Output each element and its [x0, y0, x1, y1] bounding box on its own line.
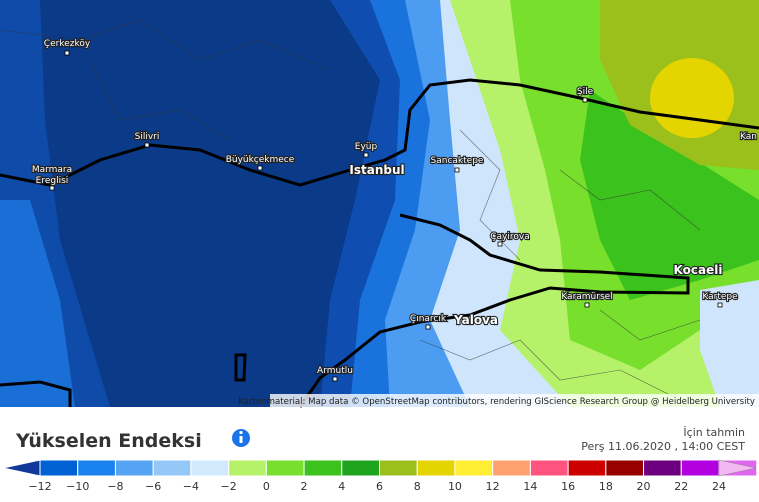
place-label: Yalova	[453, 313, 498, 327]
place-dot	[332, 376, 338, 382]
place-dot	[363, 152, 369, 158]
place-dot	[49, 185, 55, 191]
field	[700, 280, 759, 407]
place-dot	[497, 241, 503, 247]
colorbar-tick: 12	[486, 480, 500, 493]
place-label: Silivri	[135, 132, 160, 142]
colorbar-tick: 20	[637, 480, 651, 493]
colorbar-tick: 0	[263, 480, 270, 493]
place-label: Büyükçekmece	[226, 155, 295, 165]
forecast-time: Perş 11.06.2020 , 14:00 CEST	[581, 440, 745, 453]
place-label: Karamürsel	[561, 292, 612, 302]
colorbar-tick: 4	[338, 480, 345, 493]
place-label: Kocaeli	[674, 263, 723, 277]
info-icon[interactable]	[232, 429, 250, 447]
colorbar-tick: 8	[414, 480, 421, 493]
colorbar-arrow	[718, 459, 757, 477]
attribution-bg	[270, 394, 759, 407]
colorbar-box	[567, 459, 607, 477]
colorbar-tick: 16	[561, 480, 575, 493]
colorbar-tick: 18	[599, 480, 613, 493]
place-label: Armutlu	[317, 366, 353, 376]
forecast-label: İçin tahmin	[683, 426, 745, 439]
place-label: Kan	[740, 132, 757, 142]
place-dot	[257, 165, 263, 171]
colorbar-box	[643, 459, 682, 477]
colorbar-tick: −12	[28, 480, 51, 493]
place-dot	[454, 167, 460, 173]
place-label: Marmara	[32, 165, 72, 175]
colorbar-tick: 6	[376, 480, 383, 493]
colorbar-tick: −6	[145, 480, 161, 493]
legend: −12 −10 −8 −6 −4 −2 0 2 4 6 8 10 12 14 16 18 20 22 24	[2, 459, 758, 493]
colorbar-box	[77, 459, 116, 477]
colorbar-box	[39, 459, 79, 477]
place-dot	[64, 50, 70, 56]
field	[650, 58, 734, 138]
field	[0, 200, 75, 407]
colorbar-tick: 14	[523, 480, 537, 493]
colorbar-box	[228, 459, 267, 477]
colorbar-box	[379, 459, 418, 477]
colorbar-box	[152, 459, 192, 477]
coastline	[0, 78, 759, 408]
colorbar-tick: −4	[183, 480, 199, 493]
colorbar-tick: −10	[66, 480, 89, 493]
colorbar-tick: 24	[712, 480, 726, 493]
place-label: Ereglisi	[36, 176, 69, 186]
place-dot	[144, 142, 150, 148]
attribution: Kartenmaterial: Map data © OpenStreetMap…	[238, 397, 755, 407]
colorbar-box	[454, 459, 494, 477]
place-dot	[584, 302, 590, 308]
colorbar-box	[114, 459, 154, 477]
place-label: Kartepe	[702, 292, 738, 302]
place-dot	[717, 302, 723, 308]
place-label: Çayirova	[490, 232, 529, 242]
colorbar-box	[416, 459, 456, 477]
colorbar-box	[341, 459, 380, 477]
colorbar-tick: 2	[301, 480, 308, 493]
field	[580, 90, 759, 300]
colorbar-tick: 22	[674, 480, 688, 493]
place-dot	[425, 324, 431, 330]
colorbar-box	[190, 459, 230, 477]
colorbar-box	[303, 459, 343, 477]
colorbar-box	[605, 459, 645, 477]
colorbar-box	[680, 459, 720, 477]
title: Yükselen Endeksi	[15, 430, 202, 452]
colorbar-tick: −8	[107, 480, 123, 493]
place-label: Çınarcık	[410, 314, 447, 324]
colorbar-box	[529, 459, 569, 477]
colorbar-box	[265, 459, 305, 477]
colorbar-arrow	[2, 459, 41, 477]
place-label: Sancaktepe	[431, 156, 484, 166]
place-dot	[582, 97, 588, 103]
place-label: Şile	[577, 87, 594, 97]
place-label: Çerkezköy	[44, 39, 91, 49]
colorbar-tick: 10	[448, 480, 462, 493]
place-label: Eyüp	[355, 142, 378, 152]
colorbar-tick: −2	[221, 480, 237, 493]
borders	[0, 19, 701, 401]
colorbar-box	[492, 459, 531, 477]
place-label: Istanbul	[349, 163, 404, 177]
